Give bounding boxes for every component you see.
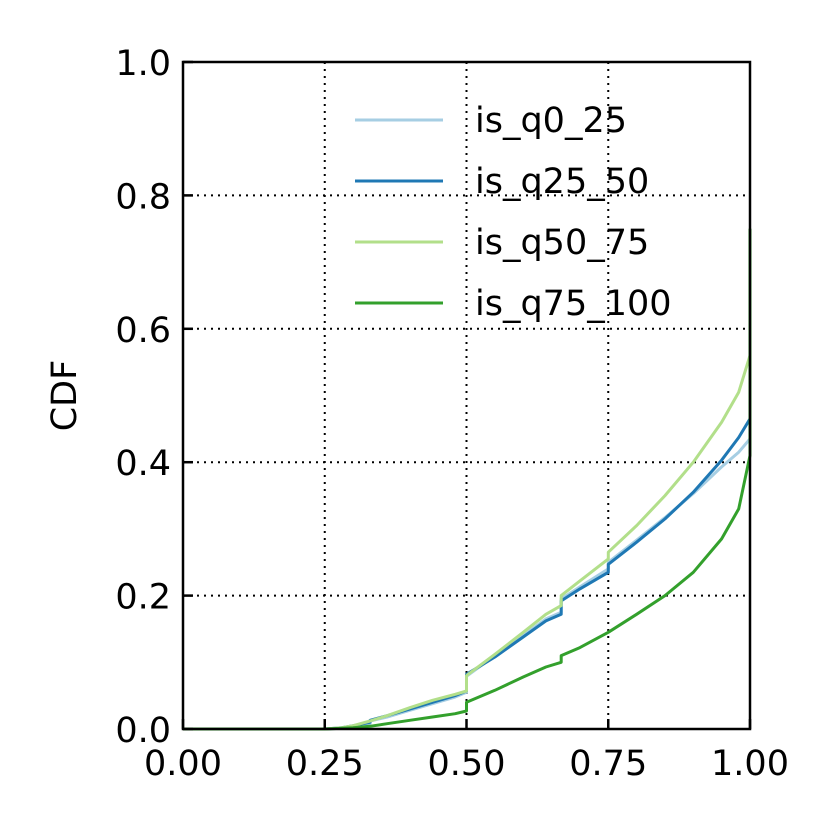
grid: [182, 61, 751, 730]
y-tick-label: 0.8: [115, 177, 171, 217]
y-axis: 0.0 0.2 0.4 0.6 0.8 1.0: [115, 44, 193, 751]
x-tick-label: 0.25: [286, 744, 364, 784]
x-axis: 0.00 0.25 0.50 0.75 1.00: [144, 719, 789, 784]
series-line-is_q75_100: [183, 228, 752, 731]
legend-entry: is_q50_75: [355, 223, 649, 263]
legend: is_q0_25 is_q25_50 is_q50_75 is_q75_100: [355, 101, 672, 324]
legend-label: is_q50_75: [475, 223, 649, 263]
y-axis-label: CDF: [45, 360, 85, 432]
series-line-is_q50_75: [183, 228, 752, 731]
x-tick-label: 0.00: [144, 744, 222, 784]
legend-label: is_q25_50: [475, 162, 649, 202]
y-tick-label: 0.6: [115, 311, 171, 351]
legend-entry: is_q0_25: [355, 101, 627, 141]
y-tick-label: 1.0: [115, 44, 171, 84]
y-tick-label: 0.4: [115, 444, 171, 484]
legend-label: is_q0_25: [475, 101, 627, 141]
legend-label: is_q75_100: [475, 284, 672, 324]
legend-entry: is_q25_50: [355, 162, 649, 202]
plot-frame: [181, 60, 752, 731]
x-tick-label: 1.00: [711, 744, 789, 784]
y-tick-label: 0.2: [115, 578, 171, 618]
x-tick-label: 0.75: [569, 744, 647, 784]
y-tick-label: 0.0: [115, 711, 171, 751]
legend-entry: is_q75_100: [355, 284, 672, 324]
x-tick-label: 0.50: [428, 744, 506, 784]
series-group: [183, 228, 752, 731]
